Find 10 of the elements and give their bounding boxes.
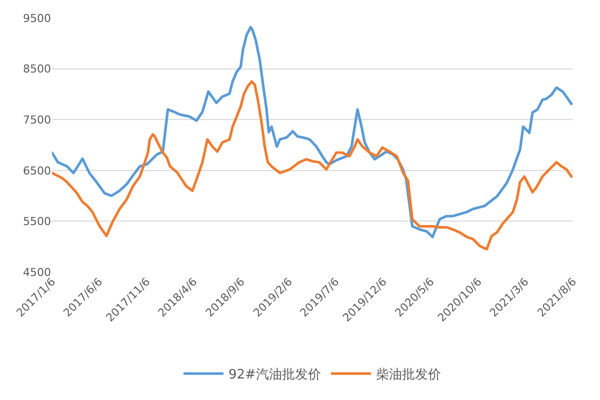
- y-tick-label: 9500: [23, 12, 51, 25]
- line-series: [52, 26, 573, 238]
- legend-label: 92#汽油批发价: [228, 368, 321, 383]
- legend-label: 柴油批发价: [376, 368, 441, 383]
- y-tick-label: 6500: [23, 164, 51, 178]
- y-tick-label: 8500: [23, 62, 51, 76]
- line-series: [52, 80, 573, 250]
- y-tick-label: 5500: [23, 215, 51, 228]
- y-tick-label: 4500: [23, 266, 51, 279]
- y-tick-label: 7500: [23, 113, 51, 126]
